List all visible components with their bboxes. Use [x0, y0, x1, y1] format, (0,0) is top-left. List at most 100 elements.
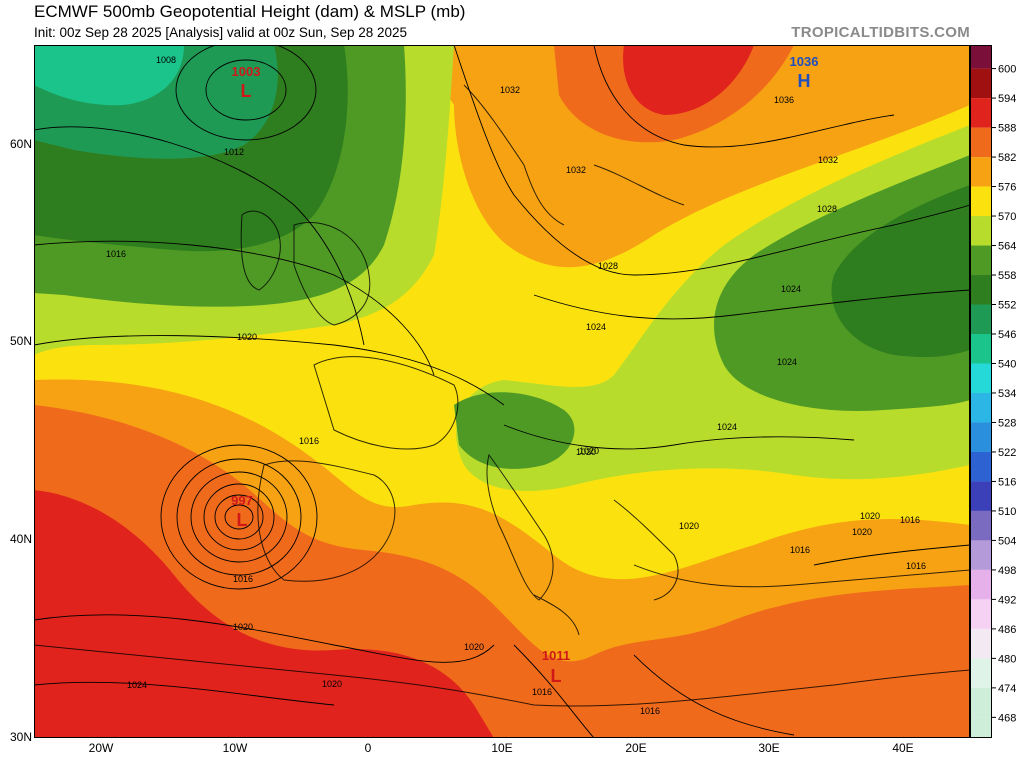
- pressure-centers: 1003 L 1036 H 997 L 1011 L: [231, 54, 818, 686]
- colorbar-label: 528: [998, 417, 1016, 429]
- colorbar-label: 576: [998, 182, 1016, 194]
- colorbar-label: 582: [998, 152, 1016, 164]
- isobar-label: 1024: [777, 357, 797, 367]
- isobar-label: 1016: [299, 436, 319, 446]
- colorbar-label: 552: [998, 300, 1016, 312]
- colorbar-segment: [970, 333, 992, 364]
- low-pressure-icon: L: [237, 510, 248, 530]
- low-pressure-icon: L: [241, 81, 252, 101]
- colorbar-segment: [970, 658, 992, 688]
- lon-label-10e: 10E: [491, 741, 513, 755]
- lon-label-30e: 30E: [758, 741, 780, 755]
- colorbar-label: 480: [998, 653, 1016, 665]
- colorbar-segment: [970, 186, 992, 217]
- colorbar-label: 474: [998, 683, 1016, 695]
- isobar-label-group: 1008 1012 1016 1020 1032 1032 1036 1032 …: [106, 55, 926, 716]
- colorbar-segment: [970, 216, 992, 246]
- brand-watermark: TROPICALTIDBITS.COM: [791, 24, 970, 41]
- colorbar-label: 534: [998, 388, 1016, 400]
- chart-title: ECMWF 500mb Geopotential Height (dam) & …: [34, 2, 466, 21]
- isobar-label: 1012: [224, 147, 244, 157]
- low-pressure-value: 1011: [542, 648, 570, 663]
- colorbar-label: 564: [998, 241, 1016, 253]
- isobar-label: 1028: [817, 204, 837, 214]
- isobar-label: 1020: [237, 332, 257, 342]
- colorbar-label: 498: [998, 565, 1016, 577]
- weather-map: 1008 1012 1016 1020 1032 1032 1036 1032 …: [34, 45, 970, 738]
- isobar-label: 1036: [774, 95, 794, 105]
- colorbar-segment: [970, 540, 992, 570]
- colorbar-segment: [970, 45, 992, 69]
- isobar-label: 1008: [156, 55, 176, 65]
- map-frame: [34, 45, 970, 738]
- colorbar-label: 468: [998, 712, 1016, 724]
- height-band-558: [454, 392, 575, 469]
- colorbar-label: 588: [998, 123, 1016, 135]
- high-pressure-value: 1036: [790, 54, 819, 69]
- lat-label-60n: 60N: [9, 137, 32, 151]
- colorbar-segment: [970, 422, 992, 452]
- colorbar-label: 486: [998, 624, 1016, 636]
- isobar-label: 1020: [233, 622, 253, 632]
- low-pressure-icon: L: [551, 666, 562, 686]
- height-band-576: [414, 45, 970, 268]
- lat-label-30n: 30N: [9, 730, 32, 744]
- colorbar-label: 594: [998, 93, 1016, 105]
- colorbar-segment: [970, 628, 992, 659]
- isobar-label: 1032: [500, 85, 520, 95]
- isobar-label: 1024: [717, 422, 737, 432]
- colorbar-segment: [970, 569, 992, 600]
- isobar-label: 1032: [818, 155, 838, 165]
- colorbar-label: 600: [998, 64, 1016, 76]
- low-pressure-value: 997: [231, 493, 253, 508]
- coastlines: [34, 84, 970, 707]
- isobar-label: 1020: [579, 446, 599, 456]
- height-band-552: [831, 185, 970, 358]
- lat-label-50n: 50N: [9, 334, 32, 348]
- isobar-label: 1020: [852, 527, 872, 537]
- colorbar-label: 558: [998, 270, 1016, 282]
- isobar-label: 1032: [566, 165, 586, 175]
- lon-label-20e: 20E: [625, 741, 647, 755]
- colorbar-label: 522: [998, 447, 1016, 459]
- lon-label-20w: 20W: [88, 741, 114, 755]
- colorbar-segment: [970, 451, 992, 482]
- colorbar-segment: [970, 599, 992, 629]
- colorbar-segment: [970, 275, 992, 305]
- lon-label-40e: 40E: [892, 741, 914, 755]
- colorbar-segment: [970, 510, 992, 541]
- colorbar-segment: [970, 363, 992, 393]
- isobar-label: 1016: [790, 545, 810, 555]
- height-band-588: [34, 490, 494, 738]
- colorbar-label: 540: [998, 358, 1016, 370]
- isobar-label: 1028: [598, 261, 618, 271]
- height-band-540: [34, 45, 184, 106]
- colorbar-segment: [970, 98, 992, 128]
- isobar-label: 1016: [106, 249, 126, 259]
- colorbar-label: 504: [998, 535, 1016, 547]
- isobars: [34, 45, 970, 738]
- colorbar-segment: [970, 304, 992, 334]
- isobar-label: 1016: [532, 687, 552, 697]
- height-band-588: [623, 45, 754, 115]
- isobar-label: 1016: [900, 515, 920, 525]
- colorbar-label: 570: [998, 211, 1016, 223]
- colorbar-label: 492: [998, 594, 1016, 606]
- isobar-label: 1016: [906, 561, 926, 571]
- isobar-label: 1024: [127, 680, 147, 690]
- isobar-label: 1020: [860, 511, 880, 521]
- colorbar-segment: [970, 481, 992, 511]
- low-pressure-value: 1003: [232, 64, 261, 79]
- isobar-label: 1016: [640, 706, 660, 716]
- colorbar-segment: [970, 717, 992, 738]
- isobar-label: 1020: [576, 447, 596, 457]
- colorbar-frame: [970, 45, 992, 738]
- colorbar-segment: [970, 392, 992, 423]
- colorbar-segment: [970, 157, 992, 187]
- isobar-label: 1020: [464, 642, 484, 652]
- colorbar-label: 510: [998, 506, 1016, 518]
- isobar-label: 1024: [781, 284, 801, 294]
- isobar-label: 1020: [679, 521, 699, 531]
- colorbar: 600 594 588 582 576 570 564 558 552 546 540 534 528 5…: [970, 45, 1016, 738]
- chart-subtitle: Init: 00z Sep 28 2025 [Analysis] valid a…: [34, 25, 408, 40]
